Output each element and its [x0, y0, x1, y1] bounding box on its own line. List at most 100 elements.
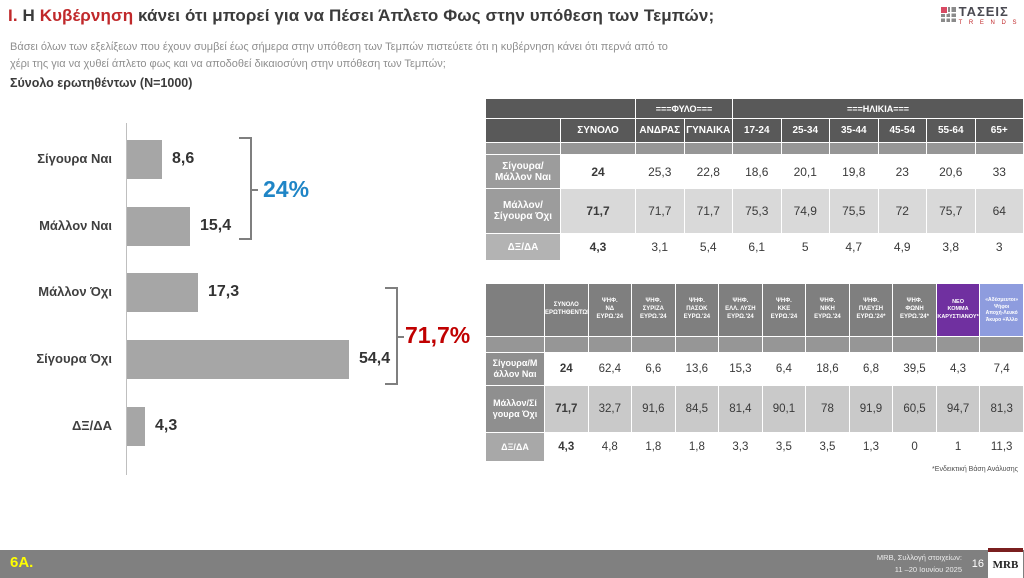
- table-cell: 81,4: [719, 386, 762, 432]
- bracket-label-no: 71,7%: [405, 322, 471, 348]
- row-label: ΔΞ/ΔΑ: [486, 433, 544, 461]
- spacer-cell: [545, 337, 588, 352]
- sample-size: Σύνολο ερωτηθέντων (N=1000): [10, 76, 193, 90]
- row-label: Σίγουρα/Μ άλλον Ναι: [486, 353, 544, 385]
- spacer-cell: [636, 143, 684, 154]
- logo-subname: T R E N D S: [958, 20, 1019, 26]
- table-cell: 75,3: [733, 189, 781, 233]
- table-row: ΔΞ/ΔΑ 4,3 3,1 5,4 6,1 5 4,7 4,9 3,8 3: [486, 234, 1023, 260]
- column-header: ΨΗΦ. ΣΥΡΙΖΑ ΕΥΡΩ.'24: [632, 284, 675, 336]
- group-header: ===ΦΥΛΟ===: [636, 99, 732, 118]
- table-cell: 84,5: [675, 386, 719, 432]
- table-footnote: *Ενδεικτική Βάση Ανάλυσης: [932, 466, 1018, 473]
- column-header: ΨΗΦ. ΝΔ ΕΥΡΩ.'24: [588, 284, 632, 336]
- source-line1: MRB, Συλλογή στοιχείων:: [876, 553, 962, 562]
- slide-code: 6Α.: [10, 554, 34, 571]
- table-cell: 64: [975, 189, 1023, 233]
- spacer-cell: [733, 143, 781, 154]
- row-label: Σίγουρα/Μάλλον Ναι: [486, 155, 560, 188]
- table-row: ΔΞ/ΔΑ 4,3 4,8 1,8 1,8 3,3 3,5 3,5 1,3 0 1 11,3: [486, 433, 1023, 461]
- column-header: ΨΗΦ. ΠΛΕΥΣΗ ΕΥΡΩ.'24*: [849, 284, 893, 336]
- spacer-cell: [980, 337, 1023, 352]
- spacer-cell: [936, 337, 980, 352]
- column-header: «Αδέσμευτοι» Ψήφοι Αποχή-Λευκό Άκυρο +Άλ…: [980, 284, 1023, 336]
- row-label: Μάλλον/Σίγουρα Όχι: [486, 189, 560, 233]
- logo-text: ΤΑΣΕΙΣ T R E N D S: [959, 5, 1019, 26]
- table-cell: 19,8: [830, 155, 878, 188]
- table-cell: 81,3: [980, 386, 1023, 432]
- source-line2: 11 –20 Ιουνίου 2025: [894, 564, 962, 574]
- table-cell: 3: [975, 234, 1023, 260]
- table-cell: 74,9: [781, 189, 829, 233]
- table-header-row: ===ΦΥΛΟ=== ===ΗΛΙΚΙΑ===: [486, 99, 1023, 118]
- bar: [127, 273, 198, 312]
- table-cell: 6,1: [733, 234, 781, 260]
- column-header: 45-54: [878, 119, 926, 142]
- table-cell: 3,5: [806, 433, 849, 461]
- question-text: Βάσει όλων των εξελίξεων που έχουν συμβε…: [10, 41, 668, 71]
- table-cell: 7,4: [980, 353, 1023, 385]
- column-header: 65+: [975, 119, 1023, 142]
- spacer-row: [486, 337, 1023, 352]
- table-cell: 33: [975, 155, 1023, 188]
- table-cell: 71,7: [684, 189, 732, 233]
- pink-square-icon: [939, 6, 948, 14]
- column-header: ΣΥΝΟΛΟ: [561, 119, 635, 142]
- column-header: ΝΕΟ ΚΟΜΜΑ ΚΑΡΥΣΤΙΑΝΟΥ*: [936, 284, 980, 336]
- spacer-cell: [588, 337, 632, 352]
- bar-value-label: 8,6: [172, 150, 195, 167]
- mrb-logo: MRB: [988, 548, 1023, 578]
- spacer-cell: [719, 337, 762, 352]
- table-cell: 0: [893, 433, 936, 461]
- table-cell: 3,5: [762, 433, 806, 461]
- table-row: Σίγουρα/Μάλλον Ναι 24 25,3 22,8 18,6 20,1 19,8…: [486, 155, 1023, 188]
- spacer-cell: [849, 337, 893, 352]
- bracket-yes: [239, 137, 258, 240]
- table-cell: 20,1: [781, 155, 829, 188]
- table-cell: 24: [545, 353, 588, 385]
- page-number: 16: [971, 558, 984, 570]
- table-cell: 71,7: [545, 386, 588, 432]
- grid-icon: [939, 6, 956, 22]
- table-header-row: ΣΥΝΟΛΟ ΕΡΩΤΗΘΕΝΤΩΝ ΨΗΦ. ΝΔ ΕΥΡΩ.'24 ΨΗΦ. Σ…: [486, 284, 1023, 336]
- chart-axis: [126, 123, 127, 475]
- table-cell: 6,4: [762, 353, 806, 385]
- title-highlight: Κυβέρνηση: [39, 6, 134, 25]
- column-header: ΣΥΝΟΛΟ ΕΡΩΤΗΘΕΝΤΩΝ: [545, 284, 588, 336]
- spacer-cell: [675, 337, 719, 352]
- table-cell: 4,9: [878, 234, 926, 260]
- table-cell: 94,7: [936, 386, 980, 432]
- table-cell: 4,7: [830, 234, 878, 260]
- column-header: ΨΗΦ. ΕΛΛ. ΛΥΣΗ ΕΥΡΩ.'24: [719, 284, 762, 336]
- group-header: ===ΗΛΙΚΙΑ===: [733, 99, 1023, 118]
- table-cell: 91,6: [632, 386, 675, 432]
- table-cell: 71,7: [561, 189, 635, 233]
- table-cell: 3,1: [636, 234, 684, 260]
- table-cell: 1,3: [849, 433, 893, 461]
- title-text-a: Η: [17, 6, 40, 25]
- bar: [127, 207, 190, 246]
- spacer-cell: [684, 143, 732, 154]
- table-cell: 90,1: [762, 386, 806, 432]
- column-header: ΓΥΝΑΙΚΑ: [684, 119, 732, 142]
- table-row: Σίγουρα/Μ άλλον Ναι 24 62,4 6,6 13,6 15,3 6,4 1…: [486, 353, 1023, 385]
- table-cell: 4,3: [936, 353, 980, 385]
- table-cell: 23: [878, 155, 926, 188]
- footer-bar: [0, 550, 1024, 578]
- logo-name: ΤΑΣΕΙΣ: [958, 4, 1009, 19]
- table-row: Μάλλον/Σίγουρα Όχι 71,7 71,7 71,7 75,3 74,9 75…: [486, 189, 1023, 233]
- column-header: ΨΗΦ. ΝΙΚΗ ΕΥΡΩ.'24: [806, 284, 849, 336]
- table-cell: 75,7: [927, 189, 975, 233]
- column-header: 55-64: [927, 119, 975, 142]
- spacer-cell: [893, 337, 936, 352]
- table-cell: 62,4: [588, 353, 632, 385]
- table-cell: 71,7: [636, 189, 684, 233]
- title-text-b: κάνει ότι μπορεί για να Πέσει Άπλετο Φως…: [133, 6, 715, 25]
- column-header: ΨΗΦ. ΦΩΝΗ ΕΥΡΩ.'24*: [893, 284, 936, 336]
- spacer-cell: [486, 337, 544, 352]
- table-cell: 4,8: [588, 433, 632, 461]
- bar-value-label: 15,4: [200, 217, 232, 234]
- table-cell: 32,7: [588, 386, 632, 432]
- corner-cell: [486, 119, 560, 142]
